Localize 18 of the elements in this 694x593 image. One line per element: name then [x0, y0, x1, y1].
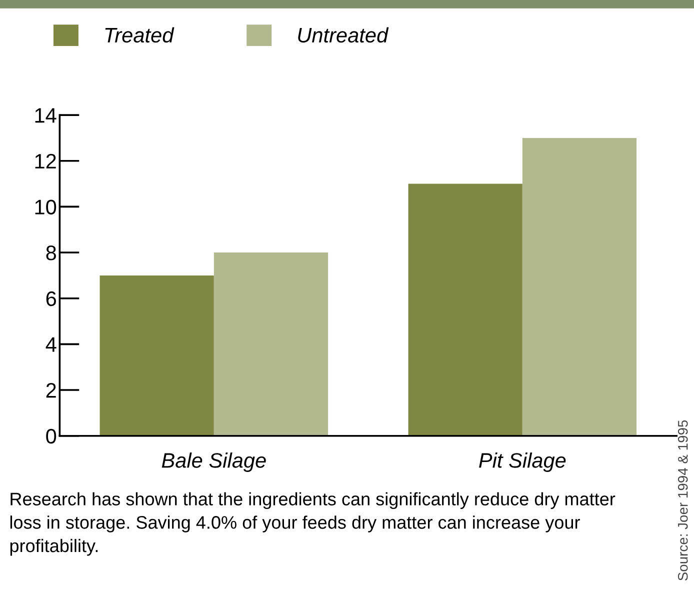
y-tick-label: 6: [46, 291, 56, 306]
text: Research has shown that the ingredients can significantly reduce dry matter loss in storage. Saving 4.0% of your feeds dry matter can increase your profitability.: [10, 492, 616, 556]
x-tick-label: Pit Silage: [479, 452, 566, 472]
bar: [408, 184, 522, 436]
y-tick-label: 8: [46, 246, 56, 260]
x-tick-label: Bale Silage: [162, 452, 266, 472]
legend-label: Untreated: [298, 27, 389, 43]
y-tick-label: 12: [35, 154, 56, 168]
source-note: Source: Joer 1994 & 1995: [678, 420, 688, 581]
y-tick-label: 4: [46, 337, 56, 352]
bar: [522, 138, 637, 436]
bar: [100, 275, 214, 436]
y-tick-label: 0: [46, 428, 56, 444]
y-tick-label: 14: [35, 108, 56, 123]
legend-label: Treated: [105, 27, 174, 43]
y-tick-label: 10: [35, 200, 56, 214]
y-tick-label: 2: [46, 383, 56, 398]
bar: [214, 252, 328, 436]
